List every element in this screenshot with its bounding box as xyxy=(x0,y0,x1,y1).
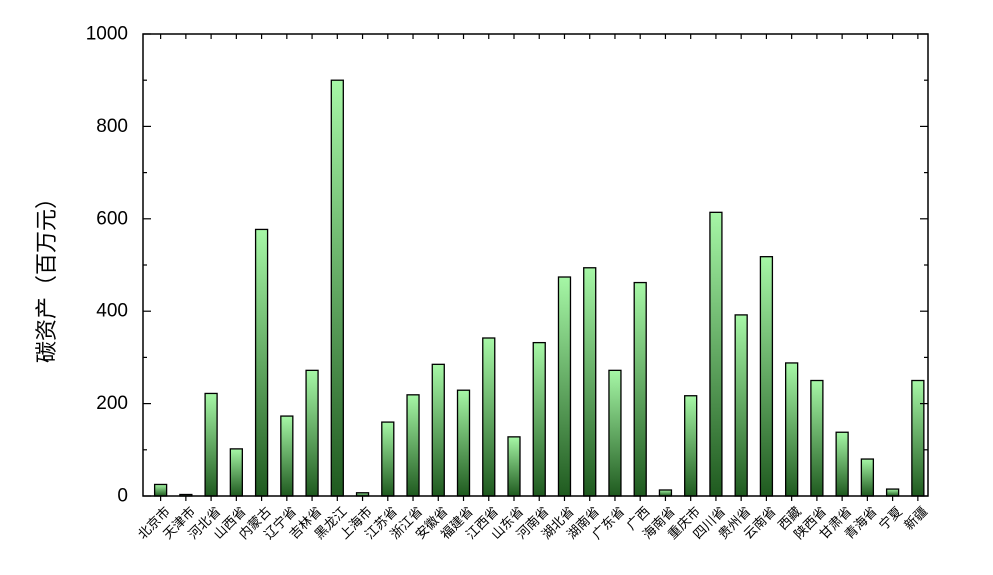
bar-湖南省 xyxy=(583,267,597,497)
bar-广西 xyxy=(633,281,647,497)
bar-陕西省 xyxy=(810,379,824,497)
bar-甘肃省 xyxy=(835,431,849,497)
bar-黑龙江 xyxy=(330,79,344,497)
bar-广东省 xyxy=(608,369,622,497)
bar-浙江省 xyxy=(406,394,420,497)
bar-山西省 xyxy=(229,448,243,497)
bar-福建省 xyxy=(456,389,471,497)
bar-新疆 xyxy=(911,379,925,497)
y-tick-label: 200 xyxy=(96,393,128,414)
bar-宁夏 xyxy=(885,488,900,497)
bar-西藏 xyxy=(785,362,799,497)
bar-四川省 xyxy=(709,211,723,497)
x-tick-label: 新疆 xyxy=(901,504,931,534)
bar-山东省 xyxy=(507,436,521,497)
y-tick-label: 1000 xyxy=(86,24,128,45)
y-tick-label: 400 xyxy=(96,301,128,322)
bar-北京市 xyxy=(153,483,168,497)
bar-江西省 xyxy=(482,337,496,497)
bar-安徽省 xyxy=(431,363,445,497)
bar-湖北省 xyxy=(557,276,572,497)
bar-河南省 xyxy=(532,341,546,497)
y-tick-label: 800 xyxy=(96,116,128,137)
bar-辽宁省 xyxy=(280,415,294,497)
bar-吉林省 xyxy=(305,369,319,497)
bar-江苏省 xyxy=(381,421,395,497)
bar-贵州省 xyxy=(734,314,748,497)
bar-青海省 xyxy=(860,458,875,497)
y-axis-label: 碳资产（百万元） xyxy=(35,187,60,363)
y-tick-labels: 0 200 400 600 800 1000 xyxy=(86,24,128,507)
x-tick-labels: 北京市天津市河北省山西省内蒙古辽宁省吉林省黑龙江上海市江苏省浙江省安徽省福建省江… xyxy=(135,504,931,543)
x-tick-label: 宁夏 xyxy=(876,504,906,534)
axes-group xyxy=(142,33,929,501)
bars-group xyxy=(153,79,925,497)
bar-重庆市 xyxy=(684,395,698,497)
bar-河北省 xyxy=(204,392,218,497)
y-tick-label: 0 xyxy=(117,486,128,507)
bar-海南省 xyxy=(658,489,673,497)
bar-云南省 xyxy=(759,256,774,497)
bar-内蒙古 xyxy=(254,228,269,497)
y-tick-label: 600 xyxy=(96,208,128,229)
